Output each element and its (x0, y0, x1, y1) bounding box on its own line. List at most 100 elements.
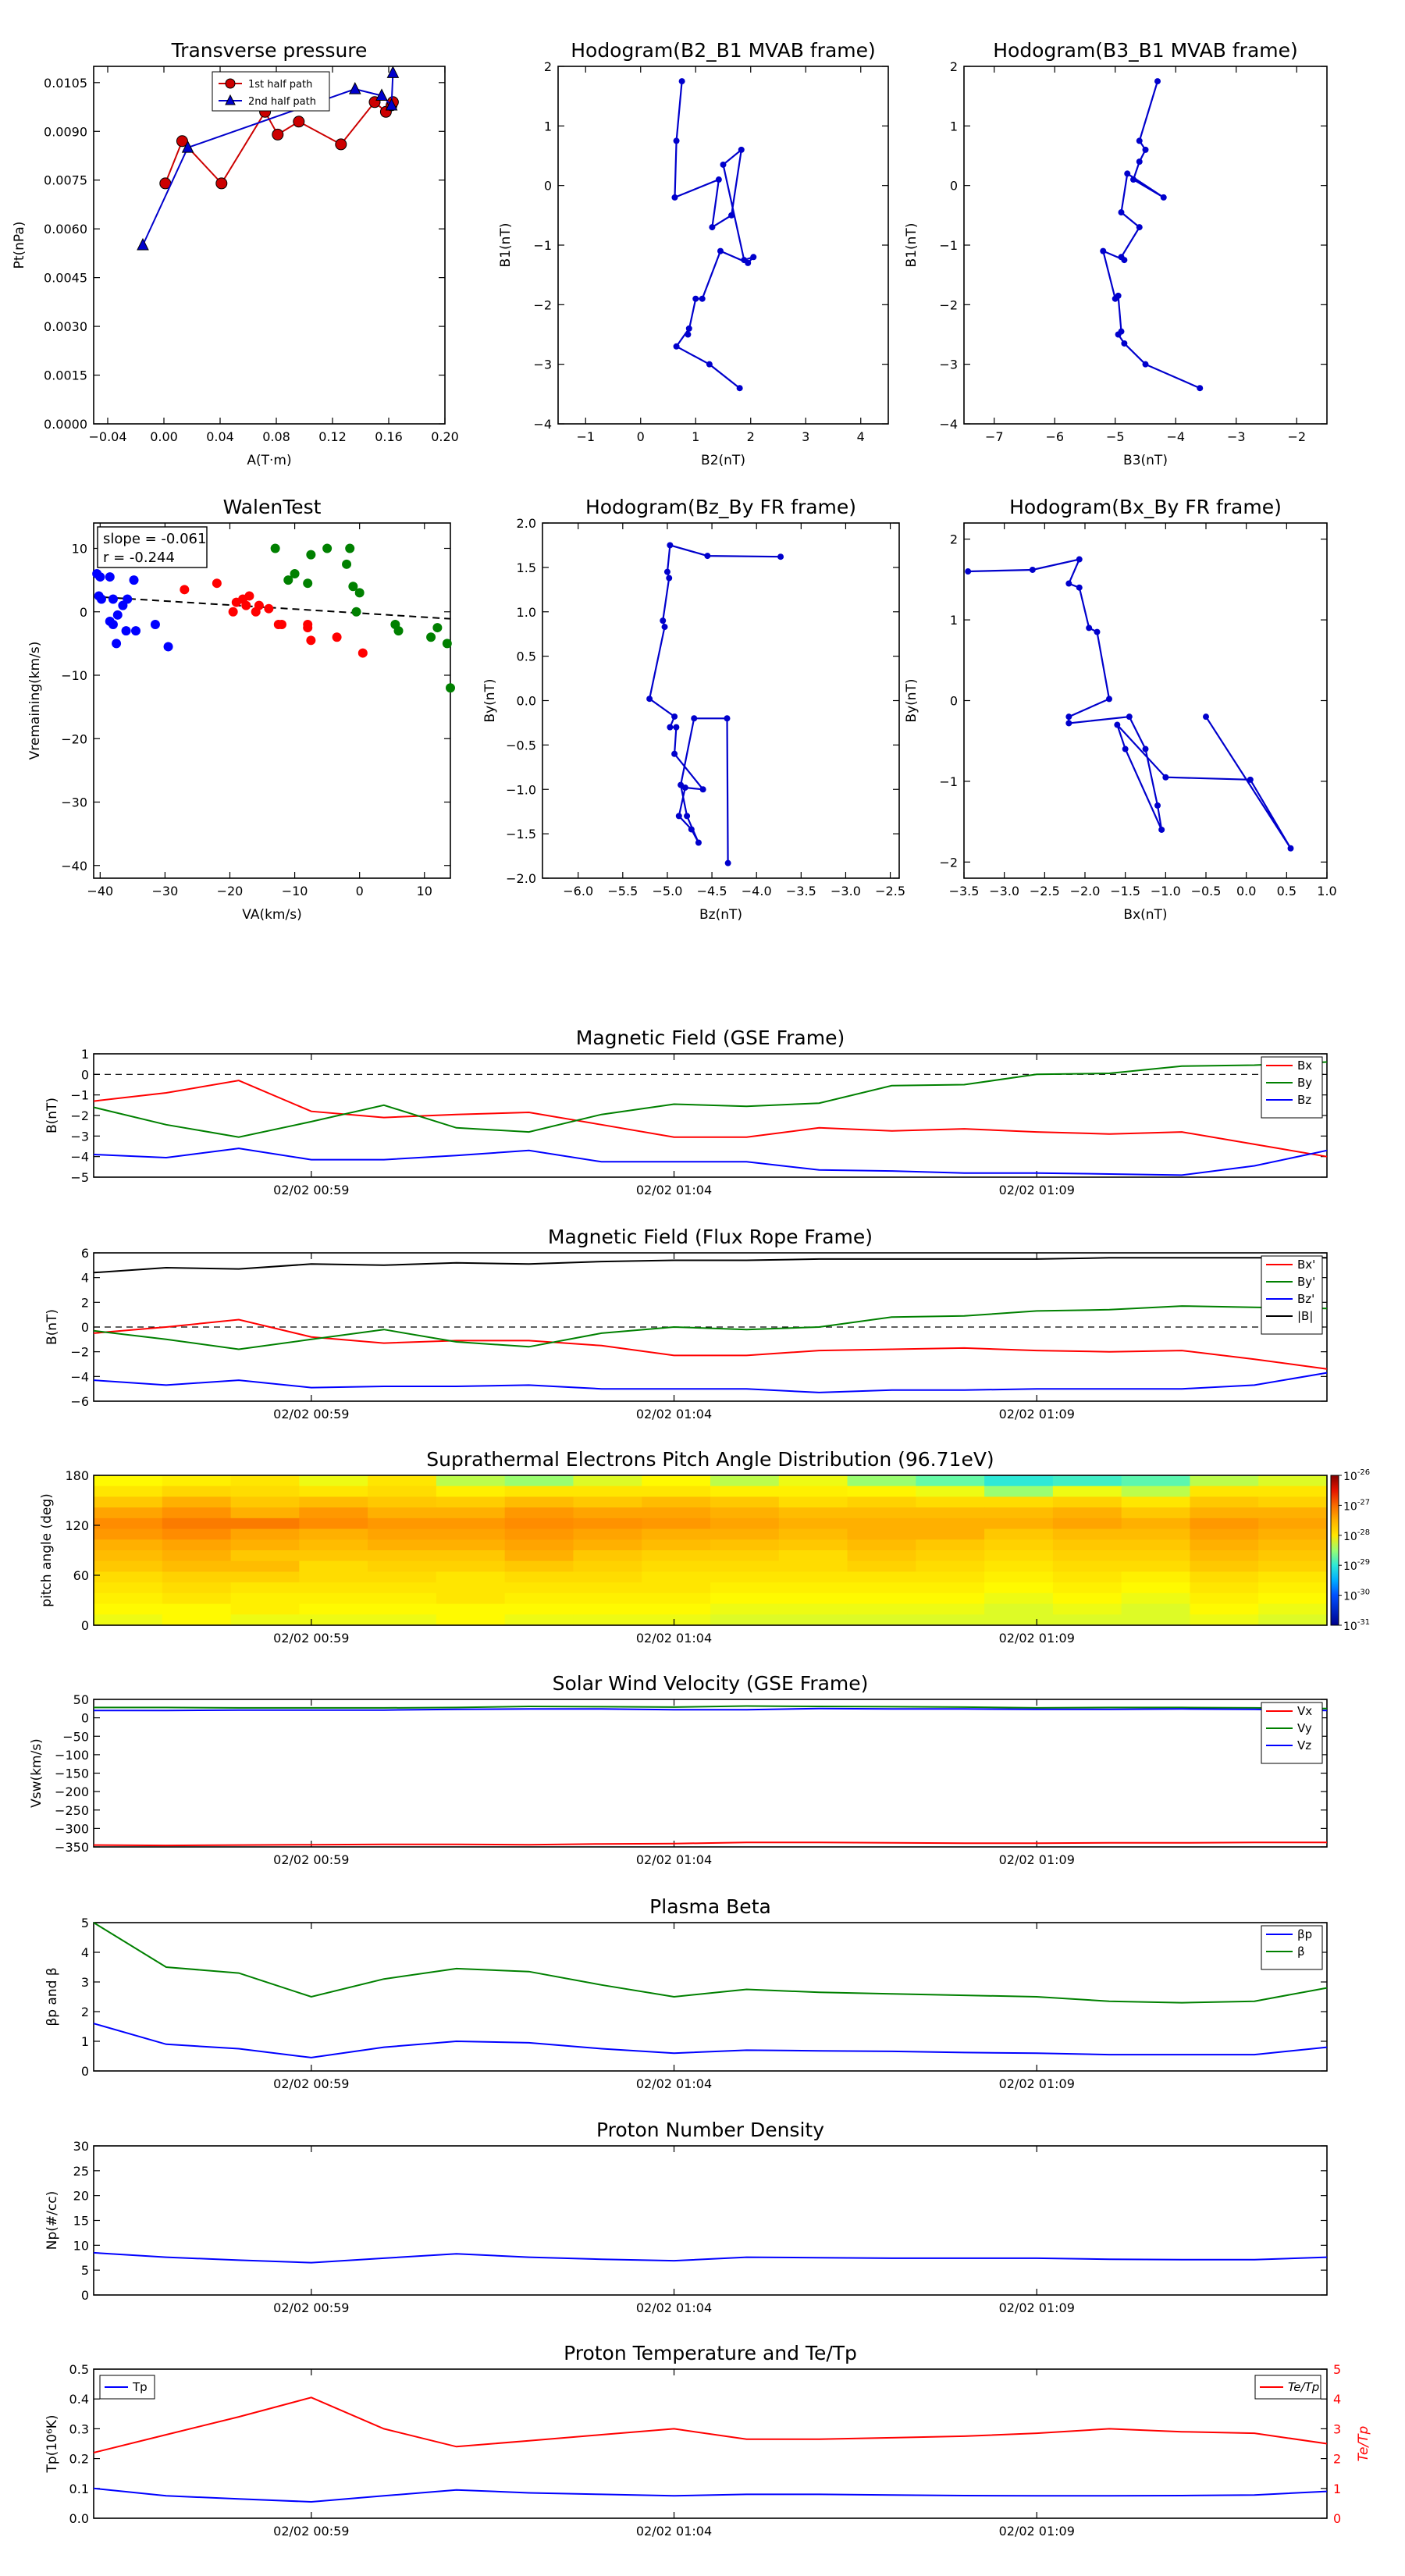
pad-heatmap-cell (916, 1550, 985, 1562)
pad-heatmap-cell (1258, 1507, 1328, 1519)
pad-heatmap-cell (299, 1475, 368, 1487)
pad-heatmap-cell (573, 1592, 642, 1605)
pad-heatmap-cell (504, 1582, 574, 1594)
pad-heatmap-cell (642, 1507, 711, 1519)
pad-heatmap-cell (847, 1475, 916, 1487)
vsw-title: Solar Wind Velocity (GSE Frame) (553, 1672, 869, 1695)
beta-series-line-β (93, 1922, 1328, 2004)
h3-ytick-label: −1.0 (506, 782, 536, 797)
tp-xtick-label: 0.08 (262, 429, 290, 444)
pad-heatmap-cell (504, 1614, 574, 1626)
h2-xtick-label: −7 (985, 429, 1004, 444)
pad-heatmap-cell (1190, 1560, 1259, 1573)
mag_gse-xtick-label: 02/02 01:04 (636, 1183, 712, 1197)
h4-point (1158, 826, 1165, 833)
pad-heatmap-cell (436, 1517, 506, 1530)
pad-heatmap-cell (299, 1539, 368, 1551)
h3-point (688, 826, 695, 833)
pad-heatmap-cell (573, 1560, 642, 1573)
h3-point (777, 553, 784, 560)
pad-heatmap-cell (710, 1485, 780, 1498)
h2-ytick-label: 1 (950, 119, 958, 133)
np-ytick-label: 0 (81, 2288, 89, 2303)
pad-heatmap-cell (916, 1603, 985, 1615)
vsw-legend-label: Vz (1297, 1738, 1311, 1752)
pad-heatmap-cell (847, 1560, 916, 1573)
pad-heatmap-cell (916, 1571, 985, 1583)
pad-heatmap-cell (778, 1507, 848, 1519)
pad-heatmap-cell (984, 1592, 1054, 1605)
pad-heatmap-cell (1121, 1571, 1191, 1583)
mag_fr-ytick-label: 0 (81, 1320, 89, 1335)
tp_temp-legend-left-label: Tp (132, 2380, 148, 2394)
beta-xtick-label: 02/02 01:09 (999, 2076, 1075, 2091)
pad-heatmap-cell (230, 1571, 300, 1583)
pad-heatmap-cell (1190, 1485, 1259, 1498)
h4-xtick-label: −3.0 (989, 884, 1019, 898)
pad-heatmap-cell (162, 1496, 232, 1508)
tp_temp-y2tick-label: 3 (1333, 2421, 1341, 2436)
mag_gse-title: Magnetic Field (GSE Frame) (576, 1026, 845, 1049)
h3-xtick-label: −4.5 (697, 884, 727, 898)
tp_temp-y2tick-label: 5 (1333, 2362, 1341, 2377)
np-series-line-Np (93, 2251, 1328, 2264)
h3-point (671, 750, 678, 757)
vsw-ytick-label: −250 (55, 1803, 89, 1818)
pad-heatmap-cell (984, 1614, 1054, 1626)
pad-title: Suprathermal Electrons Pitch Angle Distr… (426, 1448, 994, 1471)
h4-ytick-label: 2 (950, 532, 958, 547)
pad-heatmap-cell (710, 1614, 780, 1626)
np-ylabel: Np(#/cc) (44, 2191, 60, 2250)
pad-heatmap-cell (1121, 1475, 1191, 1487)
mag_fr-series-line-Bz' (93, 1372, 1328, 1393)
h2-point (1142, 361, 1149, 368)
pad-heatmap-cell (916, 1560, 985, 1573)
h3-point (667, 724, 674, 731)
pad-heatmap-cell (642, 1475, 711, 1487)
walen-point (306, 635, 316, 646)
np-ytick-label: 20 (73, 2189, 89, 2204)
pad-heatmap-cell (778, 1517, 848, 1530)
tp_temp-ytick-label: 0.1 (69, 2482, 89, 2496)
tp-ytick-label: 0.0045 (44, 271, 87, 286)
vsw-legend-label: Vy (1297, 1721, 1312, 1735)
h1-title: Hodogram(B2_B1 MVAB frame) (571, 39, 876, 62)
pad-heatmap-cell (847, 1592, 916, 1605)
walen-point (108, 594, 118, 604)
h2-ytick-label: −3 (939, 358, 958, 372)
h4-point (1114, 721, 1121, 728)
pad-xtick-label: 02/02 01:09 (999, 1631, 1075, 1646)
walen-point (254, 600, 264, 610)
pad-heatmap-cell (94, 1507, 163, 1519)
pad-heatmap-cell (573, 1603, 642, 1615)
mag_gse-ytick-label: 1 (81, 1047, 89, 1062)
pad-heatmap-cell (984, 1507, 1054, 1519)
mag_gse-legend-label: Bz (1297, 1093, 1311, 1107)
walen-point (357, 648, 368, 658)
walen-xtick-label: −20 (217, 884, 244, 898)
pad-heatmap-cell (573, 1528, 642, 1540)
beta-ytick-label: 5 (81, 1916, 89, 1930)
pad-heatmap-cell (436, 1592, 506, 1605)
walen-point (303, 623, 313, 633)
walen-annotation-slope: slope = -0.061 (103, 531, 206, 547)
h3-title: Hodogram(Bz_By FR frame) (585, 496, 856, 518)
h2-ytick-label: −4 (939, 417, 958, 432)
h3-plot-frame (542, 522, 900, 879)
np-xtick-label: 02/02 01:09 (999, 2300, 1075, 2315)
h4-plot-frame (963, 522, 1328, 879)
mag_fr-legend-box (1261, 1255, 1323, 1335)
beta-legend-label: β (1297, 1944, 1305, 1959)
pad-heatmap-cell (299, 1571, 368, 1583)
h3-ytick-label: 1.0 (517, 605, 536, 620)
pad-heatmap-cell (1258, 1603, 1328, 1615)
h3-xtick-label: −3.5 (786, 884, 816, 898)
np-ytick-label: 10 (73, 2238, 89, 2253)
h2-ytick-label: 2 (950, 59, 958, 74)
walen-title: WalenTest (223, 496, 322, 518)
tp-point (335, 138, 347, 151)
pad-heatmap-cell (504, 1539, 574, 1551)
pad-heatmap-cell (1258, 1582, 1328, 1594)
pad-heatmap-cell (94, 1475, 163, 1487)
pad-heatmap-cell (94, 1614, 163, 1626)
